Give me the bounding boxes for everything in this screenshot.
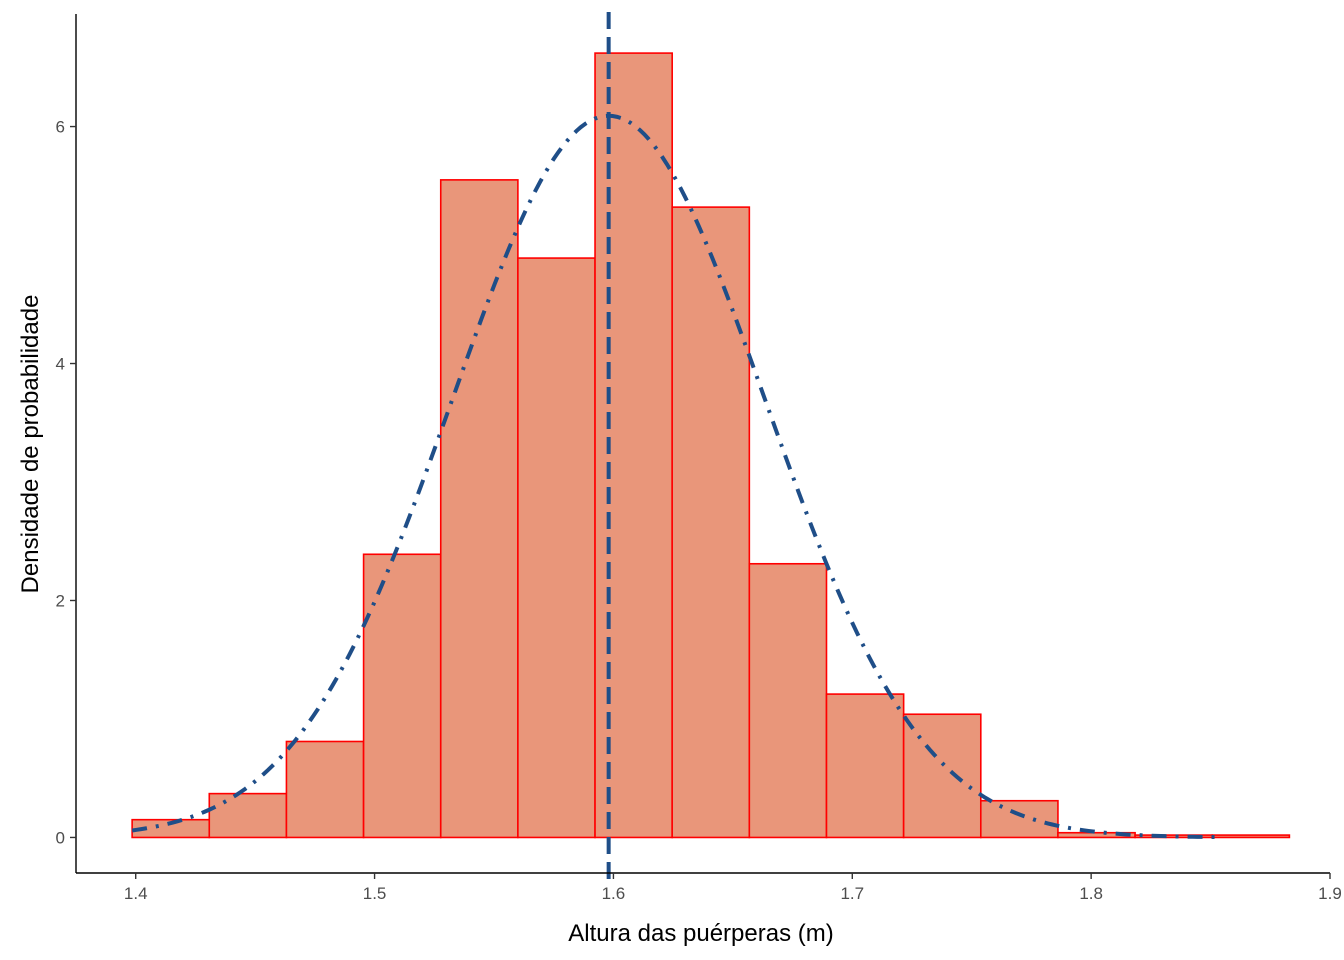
y-tick-label: 0 xyxy=(56,828,65,847)
histogram-bar xyxy=(748,562,828,839)
x-tick-label: 1.9 xyxy=(1318,884,1342,903)
histogram-bar xyxy=(825,693,905,839)
y-tick-label: 2 xyxy=(56,591,65,610)
x-tick-label: 1.7 xyxy=(840,884,864,903)
x-axis-ticks: 1.4 1.5 1.6 1.7 1.8 1.9 xyxy=(124,873,1342,903)
density-curve xyxy=(131,113,1220,840)
histogram-bar xyxy=(979,799,1059,839)
histogram-bar xyxy=(285,740,365,839)
histogram-bar xyxy=(902,713,982,839)
histogram-bar xyxy=(362,553,442,839)
y-tick-label: 4 xyxy=(56,355,65,374)
histogram-bar xyxy=(517,257,596,839)
x-axis-title: Altura das puérperas (m) xyxy=(568,920,833,947)
y-axis-title: Densidade de probabilidade xyxy=(17,295,44,594)
histogram-bar xyxy=(671,206,751,839)
x-tick-label: 1.4 xyxy=(124,884,148,903)
histogram-bar xyxy=(208,792,288,839)
histogram-bar xyxy=(594,52,673,839)
x-tick-label: 1.8 xyxy=(1079,884,1103,903)
x-tick-label: 1.6 xyxy=(602,884,626,903)
x-tick-label: 1.5 xyxy=(363,884,387,903)
y-tick-label: 6 xyxy=(56,118,65,137)
y-axis-ticks: 0 2 4 6 xyxy=(56,118,76,847)
plot-area xyxy=(131,12,1291,881)
histogram-bar xyxy=(439,179,519,839)
histogram-bar xyxy=(1211,834,1291,839)
